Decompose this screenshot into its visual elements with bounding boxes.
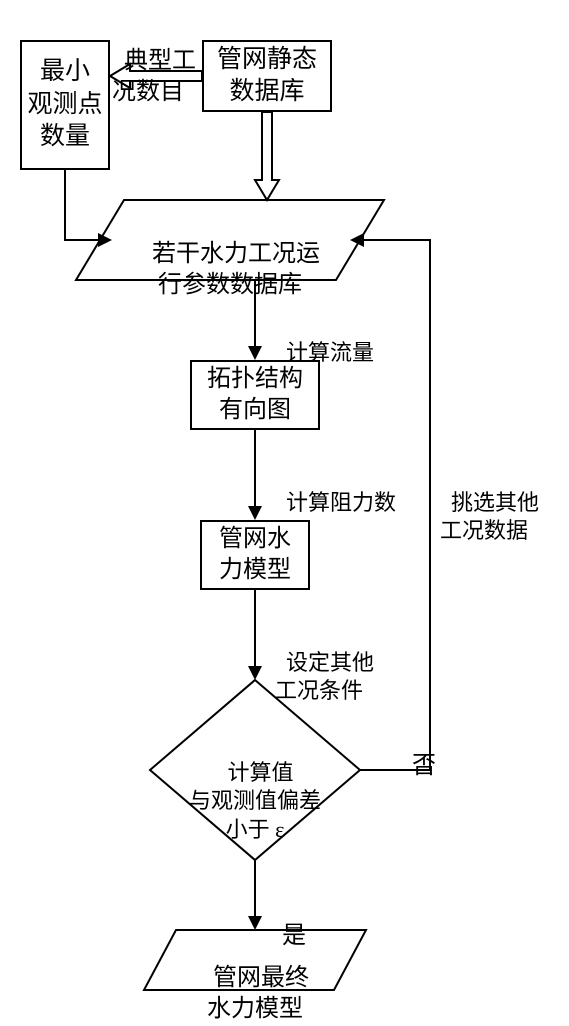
node-topo-text: 拓扑结构 有向图 (207, 364, 303, 426)
label-pick-other-data: 挑选其他 工况数据 (440, 460, 539, 546)
node-hyd-model-text: 管网水 力模型 (219, 524, 291, 586)
node-hyd-model: 管网水 力模型 (200, 520, 310, 590)
label-calc-resistance: 计算阻力数 (275, 460, 396, 517)
label-typical-conditions: 典型工 况数目 (112, 15, 196, 109)
label-set-other-conditions: 设定其他 工况条件 (275, 620, 374, 706)
node-min-obs: 最小 观测点 数量 (20, 40, 110, 170)
node-min-obs-text: 最小 观测点 数量 (27, 56, 102, 154)
node-topo: 拓扑结构 有向图 (190, 360, 320, 430)
node-static-db: 管网静态 数据库 (202, 40, 332, 112)
node-final-model-text: 管网最终 水力模型 (160, 932, 350, 1026)
node-static-db-text: 管网静态 数据库 (217, 44, 317, 109)
node-params-db-text: 若干水力工况运 行参数数据库 (100, 208, 360, 302)
label-no: 否 (400, 720, 436, 782)
label-calc-flow: 计算流量 (275, 310, 374, 367)
label-yes: 是 (270, 890, 306, 952)
node-decision-text: 计算值 与观测值偏差 小于 ε (150, 730, 360, 844)
